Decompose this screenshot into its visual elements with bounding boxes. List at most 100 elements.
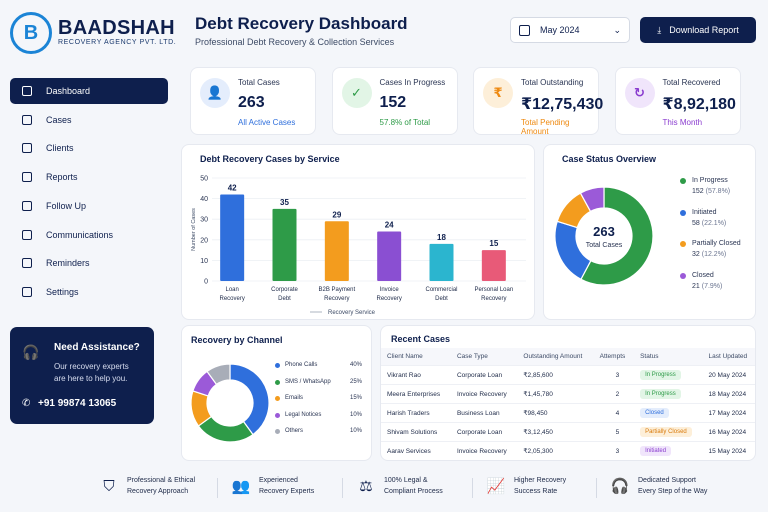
table-body: Vikrant Rao Corporate Loan ₹2,85,600 3 In Pr… <box>381 365 755 460</box>
legend-dot <box>275 379 280 385</box>
bell-icon <box>22 258 32 269</box>
table-row[interactable]: Meera Enterprises Invoice Recovery ₹1,45,7… <box>381 384 755 404</box>
cell-attempts: 4 <box>593 403 635 423</box>
bar-value-label: 29 <box>332 210 341 219</box>
help-card: 🎧 Need Assistance? Our recovery experts … <box>10 327 154 424</box>
channel-title: Recovery by Channel <box>191 335 283 345</box>
help-text-line2: are here to help you. <box>54 374 128 383</box>
status-badge: Partially Closed <box>640 427 692 437</box>
case-status-donut: 263 Total Cases <box>554 186 654 286</box>
legend-dot <box>680 241 686 247</box>
x-tick-label: Recovery <box>376 296 401 302</box>
legend-dot <box>680 272 686 279</box>
status-slice-initiated <box>554 220 592 281</box>
sidebar-item-label: Reminders <box>46 258 90 269</box>
sidebar-item-label: Dashboard <box>46 86 91 96</box>
cell-status: Initiated <box>634 441 703 460</box>
sidebar-item-settings[interactable]: Settings <box>10 279 168 305</box>
feature-line2: Recovery Approach <box>127 488 189 495</box>
feature-divider <box>596 478 597 498</box>
cell-amount-text: ₹3,12,450 <box>523 429 553 436</box>
cell-amount: ₹98,450 <box>517 403 594 423</box>
legend-percent: 15% <box>350 395 363 401</box>
cell-attempts-text: 5 <box>615 428 620 436</box>
cell-amount-text: ₹2,05,300 <box>523 448 553 456</box>
legend-count: 32 <box>692 251 702 258</box>
bar-b2b-payment-recovery <box>324 221 349 281</box>
y-tick-label: 50 <box>200 176 208 183</box>
bar-value-label: 24 <box>385 221 394 230</box>
download-report-button[interactable]: ⤓ Download Report <box>640 17 756 43</box>
stat-value: ₹12,75,430 <box>521 96 604 113</box>
x-tick-label: B2B Payment <box>318 287 355 293</box>
sidebar-item-label: Follow Up <box>46 200 87 211</box>
legend-percent: (12.2%) <box>701 251 727 258</box>
feature-text: Dedicated Support Every Step of the Way <box>638 475 707 497</box>
sidebar-item-label: Communications <box>46 229 114 240</box>
calendar-icon <box>519 24 530 36</box>
cell-type-text: Corporate Loan <box>456 428 503 436</box>
x-axis-label: Recovery Service <box>328 310 376 316</box>
cell-status: In Progress <box>634 365 703 385</box>
brand-tagline: RECOVERY AGENCY PVT. LTD. <box>58 39 177 46</box>
stat-label: Total Cases <box>238 78 280 87</box>
legend-percent: (22.1%) <box>701 219 727 227</box>
feature-higher-recovery: 📈 Higher Recovery Success Rate <box>487 475 566 497</box>
cell-type-text: Invoice Recovery <box>456 390 507 398</box>
channel-slice-others <box>206 363 231 386</box>
cell-amount: ₹3,12,450 <box>517 422 594 442</box>
cell-type-text: Corporate Loan <box>456 371 503 379</box>
feature-text: 100% Legal & Compliant Process <box>384 475 443 497</box>
sidebar-item-communications[interactable]: Communications <box>10 222 168 248</box>
table-row[interactable]: Harish Traders Business Loan ₹98,450 4 Close… <box>381 403 755 423</box>
table-row[interactable]: Aarav Services Invoice Recovery ₹2,05,300 3… <box>381 441 755 460</box>
sidebar-item-cases[interactable]: Cases <box>10 107 168 133</box>
legend-dot <box>275 412 280 418</box>
stat-card-total-outstanding: ₹ Total Outstanding ₹12,75,430 Total Pendin… <box>473 67 603 136</box>
bar-commercial-debt <box>429 243 454 281</box>
y-tick-label: 30 <box>200 217 208 224</box>
x-tick-label: Recovery <box>219 296 244 302</box>
legend-count: 58 <box>692 219 702 227</box>
column-header-status: Status <box>634 348 703 366</box>
bar-value-label: 18 <box>437 233 446 242</box>
bar-chart-title: Debt Recovery Cases by Service <box>200 154 340 164</box>
cell-attempts-text: 3 <box>615 371 620 379</box>
brand-logo: B <box>10 12 52 54</box>
chevron-down-icon: ⌄ <box>613 24 621 35</box>
legend-label: Initiated <box>692 208 717 216</box>
channel-card: Recovery by Channel Phone Calls 40% SMS / … <box>181 325 372 461</box>
cell-client: Meera Enterprises <box>381 384 451 404</box>
sidebar-item-reminders[interactable]: Reminders <box>10 250 168 276</box>
x-tick-label: Recovery <box>324 296 349 302</box>
table-row[interactable]: Vikrant Rao Corporate Loan ₹2,85,600 3 In Pr… <box>381 365 755 385</box>
cell-attempts-text: 4 <box>615 409 620 417</box>
table-row[interactable]: Shivam Solutions Corporate Loan ₹3,12,450 5… <box>381 422 755 442</box>
month-select[interactable]: May 2024 ⌄ <box>510 17 630 43</box>
channel-slice-phone-calls <box>229 363 270 436</box>
cell-attempts: 2 <box>593 384 635 404</box>
help-phone[interactable]: +91 99874 13065 <box>38 398 117 409</box>
sidebar-item-follow-up[interactable]: Follow Up <box>10 193 168 219</box>
cell-attempts-text: 2 <box>615 390 620 398</box>
sidebar-item-reports[interactable]: Reports <box>10 164 168 190</box>
sidebar-item-clients[interactable]: Clients <box>10 135 168 161</box>
cell-client-text: Meera Enterprises <box>387 390 441 398</box>
cell-updated: 20 May 2024 <box>702 365 755 385</box>
stat-subtext: This Month <box>662 118 703 127</box>
legend-value: 58 (22.1%) <box>692 220 726 227</box>
recent-cases-card: Recent Cases Client Name Case Type Outstan… <box>380 325 756 461</box>
page-subtitle: Professional Debt Recovery & Collection … <box>195 37 395 47</box>
cell-amount-text: ₹2,85,600 <box>523 372 553 379</box>
cell-amount-text: ₹1,45,780 <box>523 391 553 398</box>
recent-cases-table: Client Name Case Type Outstanding Amount At… <box>381 348 755 460</box>
cell-updated-text: 15 May 2024 <box>708 447 747 455</box>
cell-amount-text: ₹98,450 <box>523 410 548 417</box>
cell-client-text: Aarav Services <box>387 447 431 455</box>
sidebar-item-dashboard[interactable]: Dashboard <box>10 78 168 104</box>
calendar-icon <box>22 200 32 211</box>
feature-line1: 100% Legal & <box>384 477 428 484</box>
cell-type-text: Invoice Recovery <box>456 447 507 455</box>
cell-type: Invoice Recovery <box>450 441 518 460</box>
feature-line1: Dedicated Support <box>638 477 696 484</box>
